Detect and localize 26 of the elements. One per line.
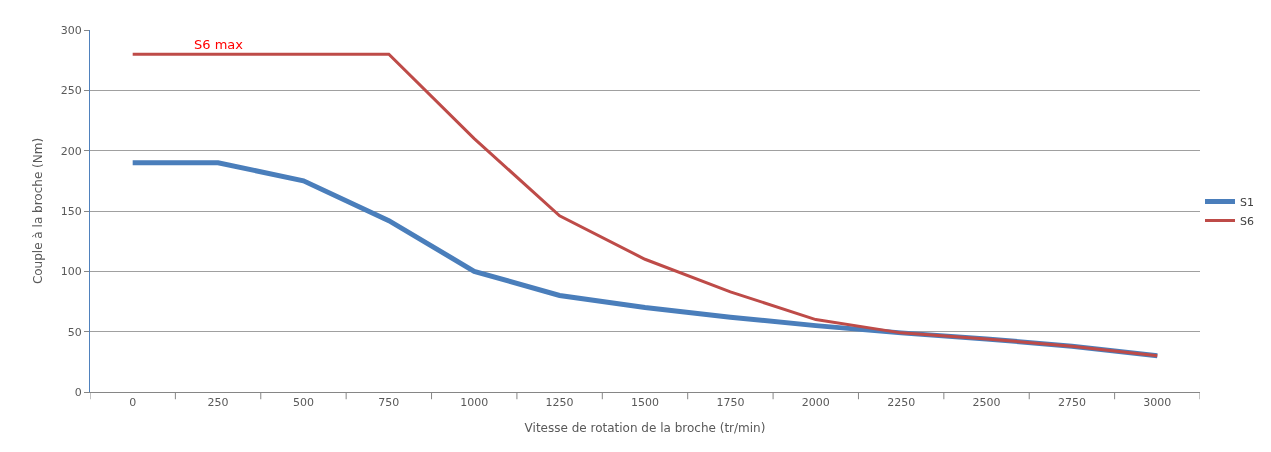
line-series bbox=[131, 52, 1159, 358]
y-tick-label: 50 bbox=[67, 325, 82, 339]
y-tick-label: 200 bbox=[60, 144, 82, 158]
y-tick-label: 250 bbox=[60, 84, 82, 98]
x-tick-label: 1500 bbox=[631, 396, 659, 410]
x-tick-label: 1250 bbox=[545, 396, 574, 410]
x-tick-label: 2000 bbox=[801, 396, 830, 410]
x-tick-label: 500 bbox=[292, 396, 314, 410]
x-axis-title: Vitesse de rotation de la broche (tr/min) bbox=[524, 421, 766, 436]
annotation: S6 max bbox=[194, 37, 244, 52]
x-tick-label: 2500 bbox=[972, 396, 1001, 410]
x-tick-label: 2750 bbox=[1057, 396, 1086, 410]
x-tick-label: 250 bbox=[207, 396, 229, 410]
x-tick-label: 3000 bbox=[1143, 396, 1172, 410]
x-tick-label: 1000 bbox=[460, 396, 489, 410]
legend-label: S6 bbox=[1240, 214, 1254, 228]
y-tick-label: 300 bbox=[60, 23, 82, 37]
y-tick-label: 0 bbox=[74, 385, 82, 399]
x-tick-label: 750 bbox=[378, 396, 400, 410]
x-tick-label: 1750 bbox=[716, 396, 745, 410]
x-tick-label: 0 bbox=[129, 396, 137, 410]
y-tick-label: 150 bbox=[60, 204, 82, 218]
y-tick-label: 100 bbox=[60, 265, 82, 279]
legend-label: S1 bbox=[1240, 195, 1254, 209]
y-axis-title: Couple à la broche (Nm) bbox=[31, 137, 46, 285]
x-tick-label: 2250 bbox=[887, 396, 916, 410]
